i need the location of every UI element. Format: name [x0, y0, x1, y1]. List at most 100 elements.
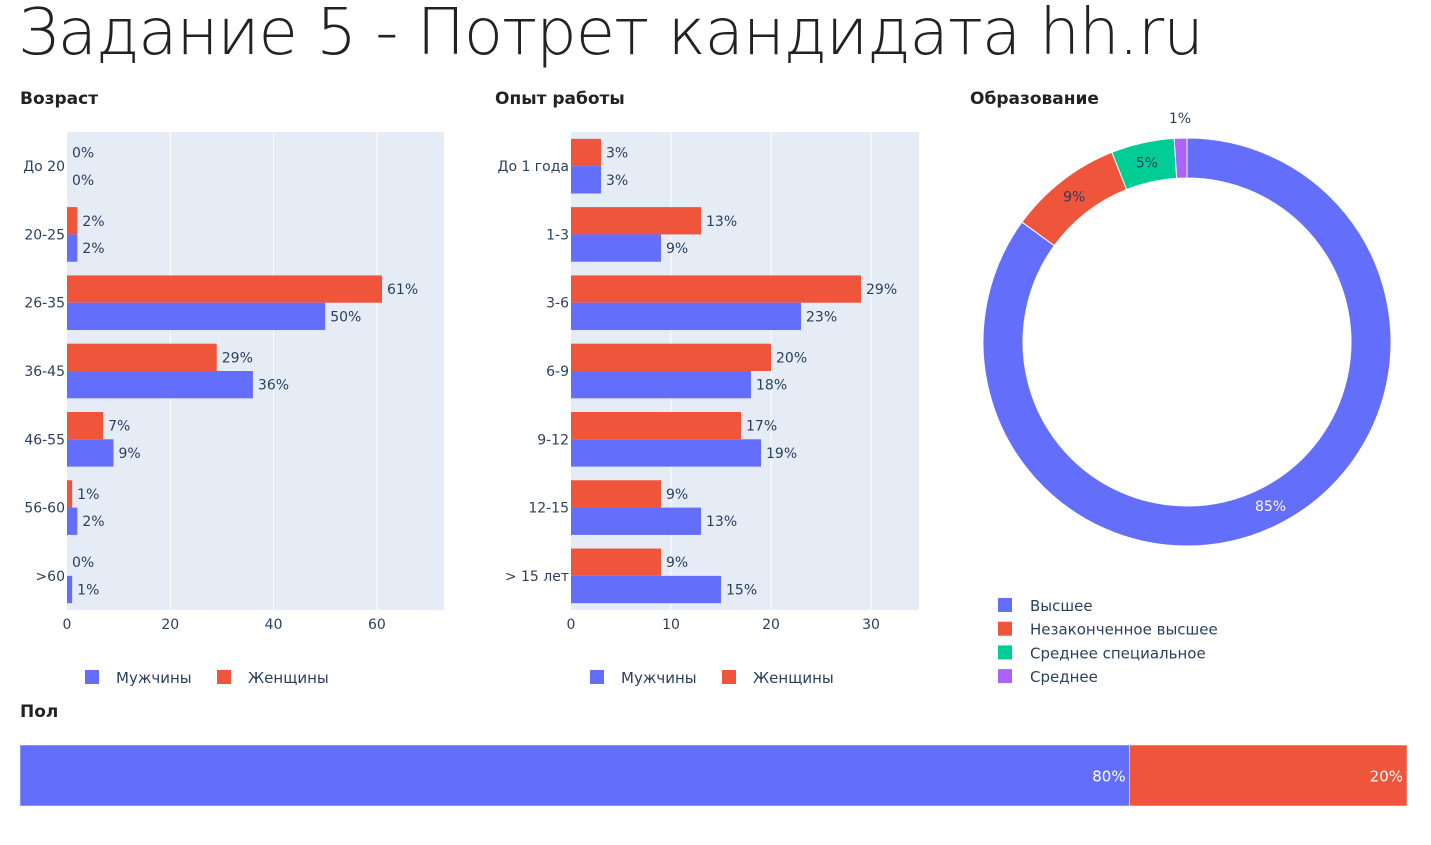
age-legend-label: Женщины	[248, 669, 329, 687]
exp-bar	[571, 343, 771, 371]
exp-bar-label: 3%	[606, 145, 628, 161]
exp-bar-label: 13%	[706, 214, 737, 230]
exp-bar-label: 9%	[666, 487, 688, 503]
education-legend-label: Среднее специальное	[1030, 644, 1206, 662]
age-x-tick: 0	[63, 617, 72, 633]
exp-bar-label: 18%	[756, 378, 787, 394]
age-bar	[67, 507, 78, 535]
exp-x-tick: 30	[862, 617, 880, 633]
age-bar-label: 9%	[118, 446, 140, 462]
age-bar	[67, 411, 104, 440]
exp-bar	[571, 138, 601, 167]
age-category-label: До 20	[23, 159, 65, 175]
exp-bar-label: 19%	[766, 446, 797, 462]
age-bar	[67, 480, 73, 508]
exp-bar	[571, 166, 601, 194]
age-category-label: 46-55	[24, 432, 65, 448]
age-bar	[67, 207, 78, 235]
exp-x-tick: 20	[762, 617, 780, 633]
education-slice-label: 9%	[1063, 190, 1085, 206]
age-bar-label: 1%	[77, 487, 99, 503]
age-category-label: 56-60	[24, 501, 65, 517]
age-x-tick: 20	[161, 617, 179, 633]
exp-bar	[571, 275, 861, 303]
exp-x-tick: 10	[662, 617, 680, 633]
sex-bar-segment	[19, 744, 1130, 807]
exp-bar-label: 17%	[746, 419, 777, 435]
exp-bar-label: 9%	[666, 555, 688, 571]
age-bar-label: 2%	[82, 214, 104, 230]
education-slice-label: 5%	[1136, 155, 1158, 171]
exp-bar	[571, 411, 741, 440]
exp-x-tick: 0	[567, 617, 576, 633]
age-bar	[67, 302, 326, 331]
age-category-label: 20-25	[24, 227, 65, 243]
age-bar-label: 7%	[108, 419, 130, 435]
education-legend-label: Незаконченное высшее	[1030, 621, 1218, 639]
age-bar-label: 50%	[330, 309, 361, 325]
education-slice-label: 85%	[1255, 499, 1286, 515]
exp-category-label: 6-9	[546, 364, 569, 380]
exp-category-label: > 15 лет	[505, 569, 569, 585]
education-legend-label: Среднее	[1030, 668, 1098, 686]
education-legend-label: Высшее	[1030, 597, 1093, 615]
exp-bar	[571, 234, 661, 262]
education-chart-title: Образование	[970, 89, 1099, 109]
page-title: Задание 5 - Потрет кандидата hh.ru	[18, 0, 1204, 70]
sex-bar-label: 20%	[1370, 768, 1403, 786]
age-legend-label: Мужчины	[116, 669, 192, 687]
exp-category-label: 3-6	[546, 296, 569, 312]
age-bar-label: 0%	[72, 145, 94, 161]
exp-category-label: 12-15	[528, 501, 569, 517]
exp-bar-label: 20%	[776, 350, 807, 366]
exp-legend-label: Женщины	[753, 669, 834, 687]
age-bar-label: 61%	[387, 282, 418, 298]
education-slice-label: 1%	[1169, 111, 1191, 127]
age-category-label: 26-35	[24, 296, 65, 312]
exp-bar-label: 29%	[866, 282, 897, 298]
age-bar	[67, 275, 383, 303]
exp-bar	[571, 371, 751, 399]
exp-legend-swatch	[590, 670, 604, 684]
exp-bar	[571, 548, 661, 576]
age-bar-label: 29%	[222, 350, 253, 366]
exp-bar-label: 9%	[666, 241, 688, 257]
exp-bar	[571, 302, 801, 331]
age-bar-label: 2%	[82, 241, 104, 257]
sex-chart-title: Пол	[20, 702, 59, 722]
age-legend-swatch	[217, 670, 231, 684]
age-x-tick: 40	[265, 617, 283, 633]
age-legend-swatch	[85, 670, 99, 684]
age-bar-label: 0%	[72, 173, 94, 189]
age-bar	[67, 371, 253, 399]
exp-bar-label: 23%	[806, 309, 837, 325]
exp-legend-swatch	[722, 670, 736, 684]
education-slice	[982, 137, 1392, 547]
exp-bar	[571, 207, 701, 235]
age-bar-label: 36%	[258, 378, 289, 394]
education-slice	[1173, 137, 1188, 179]
education-legend-swatch	[998, 621, 1012, 636]
age-category-label: >60	[35, 569, 65, 585]
education-legend-swatch	[998, 669, 1012, 684]
education-legend-swatch	[998, 645, 1012, 660]
exp-bar	[571, 480, 661, 508]
age-bar	[67, 439, 114, 467]
exp-bar	[571, 439, 761, 467]
age-bar	[67, 575, 73, 604]
age-bar	[67, 234, 78, 262]
age-x-tick: 60	[368, 617, 386, 633]
exp-bar	[571, 575, 721, 604]
age-bar-label: 2%	[82, 514, 104, 530]
age-bar-label: 0%	[72, 555, 94, 571]
exp-bar-label: 15%	[726, 583, 757, 599]
exp-legend-label: Мужчины	[621, 669, 697, 687]
experience-chart-title: Опыт работы	[495, 89, 625, 109]
exp-bar-label: 13%	[706, 514, 737, 530]
education-legend-swatch	[998, 598, 1012, 612]
exp-category-label: 1-3	[546, 227, 569, 243]
age-chart-title: Возраст	[20, 89, 99, 109]
age-bar	[67, 343, 217, 371]
exp-bar-label: 3%	[606, 173, 628, 189]
